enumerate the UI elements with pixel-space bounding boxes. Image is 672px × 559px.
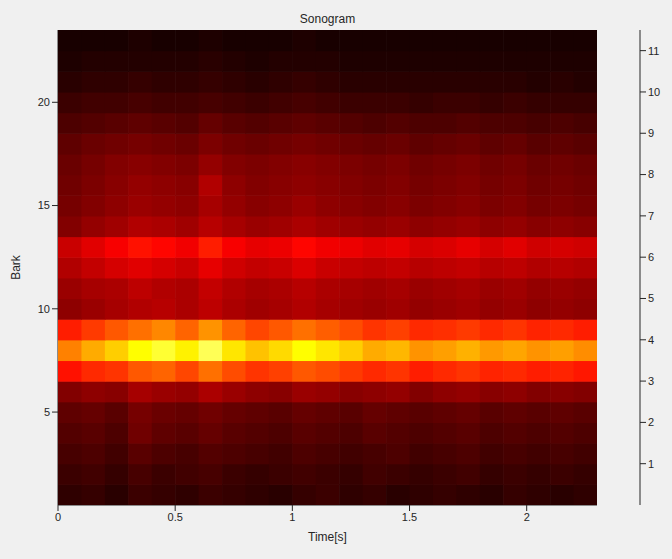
svg-text:5: 5 — [44, 406, 50, 418]
svg-text:8: 8 — [648, 168, 654, 180]
svg-text:Time[s]: Time[s] — [308, 530, 347, 544]
svg-text:1: 1 — [289, 511, 295, 523]
svg-text:1.5: 1.5 — [402, 511, 417, 523]
svg-text:1: 1 — [648, 458, 654, 470]
svg-text:5: 5 — [648, 292, 654, 304]
svg-text:10: 10 — [648, 86, 660, 98]
svg-text:9: 9 — [648, 127, 654, 139]
svg-text:10: 10 — [38, 303, 50, 315]
svg-text:Bark: Bark — [9, 254, 23, 280]
svg-text:4: 4 — [648, 334, 654, 346]
svg-text:3: 3 — [648, 375, 654, 387]
svg-text:2: 2 — [648, 416, 654, 428]
svg-text:15: 15 — [38, 199, 50, 211]
svg-text:7: 7 — [648, 210, 654, 222]
html-text:Sonogram: Sonogram — [299, 12, 356, 26]
svg-text:6: 6 — [648, 251, 654, 263]
svg-text:0.5: 0.5 — [168, 511, 183, 523]
svg-text:0: 0 — [55, 511, 61, 523]
svg-text:20: 20 — [38, 96, 50, 108]
svg-text:11: 11 — [648, 45, 659, 57]
svg-text:2: 2 — [524, 511, 530, 523]
